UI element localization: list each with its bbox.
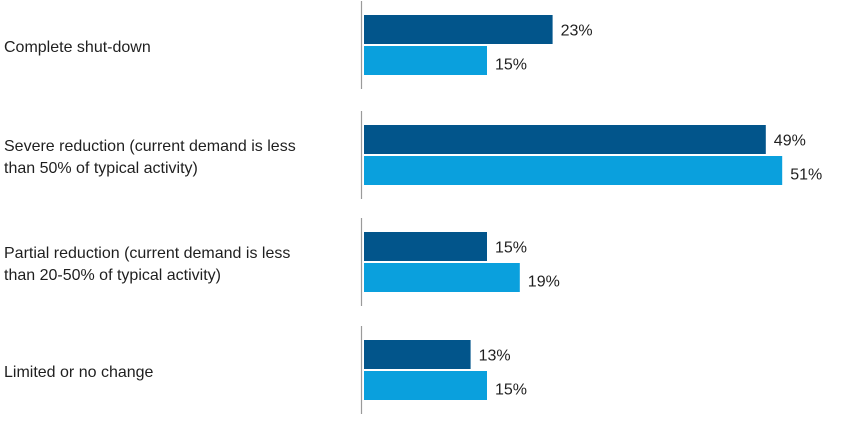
category-label: Complete shut-downComplete shut-down <box>4 39 151 56</box>
data-label: 49% <box>774 133 806 150</box>
bar-series-2 <box>364 156 783 185</box>
bar-series-1 <box>364 125 766 154</box>
category-label: Severe reduction (current demand is less… <box>4 138 296 177</box>
category-label: Limited or no changeLimited or no change <box>4 364 154 381</box>
data-label: 51% <box>790 167 822 184</box>
data-label: 15% <box>495 382 527 399</box>
category-label: Partial reduction (current demand is les… <box>4 245 290 284</box>
bar-series-1 <box>364 232 487 261</box>
bar-series-1 <box>364 15 553 44</box>
data-label: 13% <box>479 348 511 365</box>
bar-series-2 <box>364 371 487 400</box>
bar-series-2 <box>364 46 487 75</box>
bar-series-1 <box>364 340 471 369</box>
data-label: 15% <box>495 240 527 257</box>
data-label: 19% <box>528 274 560 291</box>
data-label: 23% <box>561 23 593 40</box>
data-label: 15% <box>495 57 527 74</box>
bar-series-2 <box>364 263 520 292</box>
